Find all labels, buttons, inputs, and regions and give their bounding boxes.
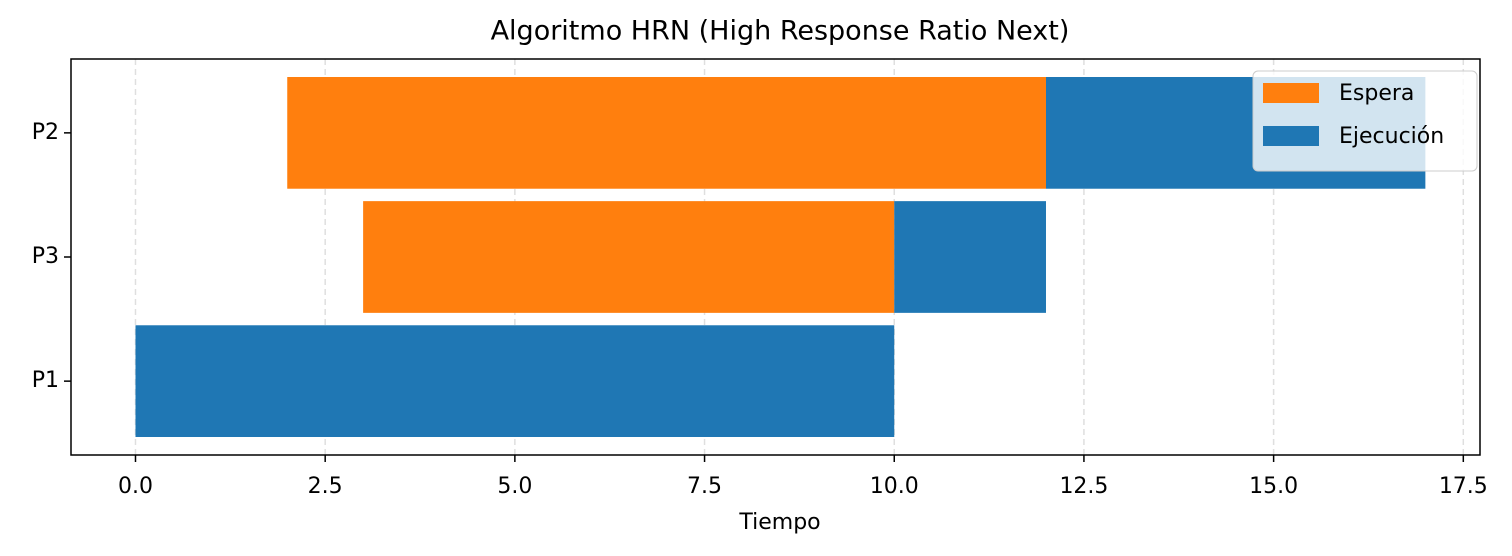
bar xyxy=(287,77,1046,189)
x-tick-label: 7.5 xyxy=(687,474,722,499)
legend-swatch xyxy=(1263,83,1319,103)
x-tick-label: 5.0 xyxy=(497,474,532,499)
chart-title: Algoritmo HRN (High Response Ratio Next) xyxy=(491,16,1070,47)
x-tick-label: 10.0 xyxy=(870,474,919,499)
legend: Espera Ejecución xyxy=(1252,70,1478,172)
y-tick-label: P1 xyxy=(32,368,59,393)
x-tick-label: 0.0 xyxy=(118,474,153,499)
bar xyxy=(135,325,895,437)
x-axis-label: Tiempo xyxy=(738,510,820,535)
legend-label: Ejecución xyxy=(1339,124,1444,149)
x-tick-label: 17.5 xyxy=(1439,474,1488,499)
bar xyxy=(363,201,895,313)
legend-swatch xyxy=(1263,126,1319,146)
plot-frame xyxy=(70,58,1481,456)
x-tick-label: 2.5 xyxy=(308,474,343,499)
bar xyxy=(894,201,1046,313)
y-tick-label: P3 xyxy=(32,244,59,269)
x-tick-label: 15.0 xyxy=(1249,474,1298,499)
legend-label: Espera xyxy=(1339,81,1414,106)
y-tick-label: P2 xyxy=(32,120,59,145)
x-tick-label: 12.5 xyxy=(1059,474,1108,499)
